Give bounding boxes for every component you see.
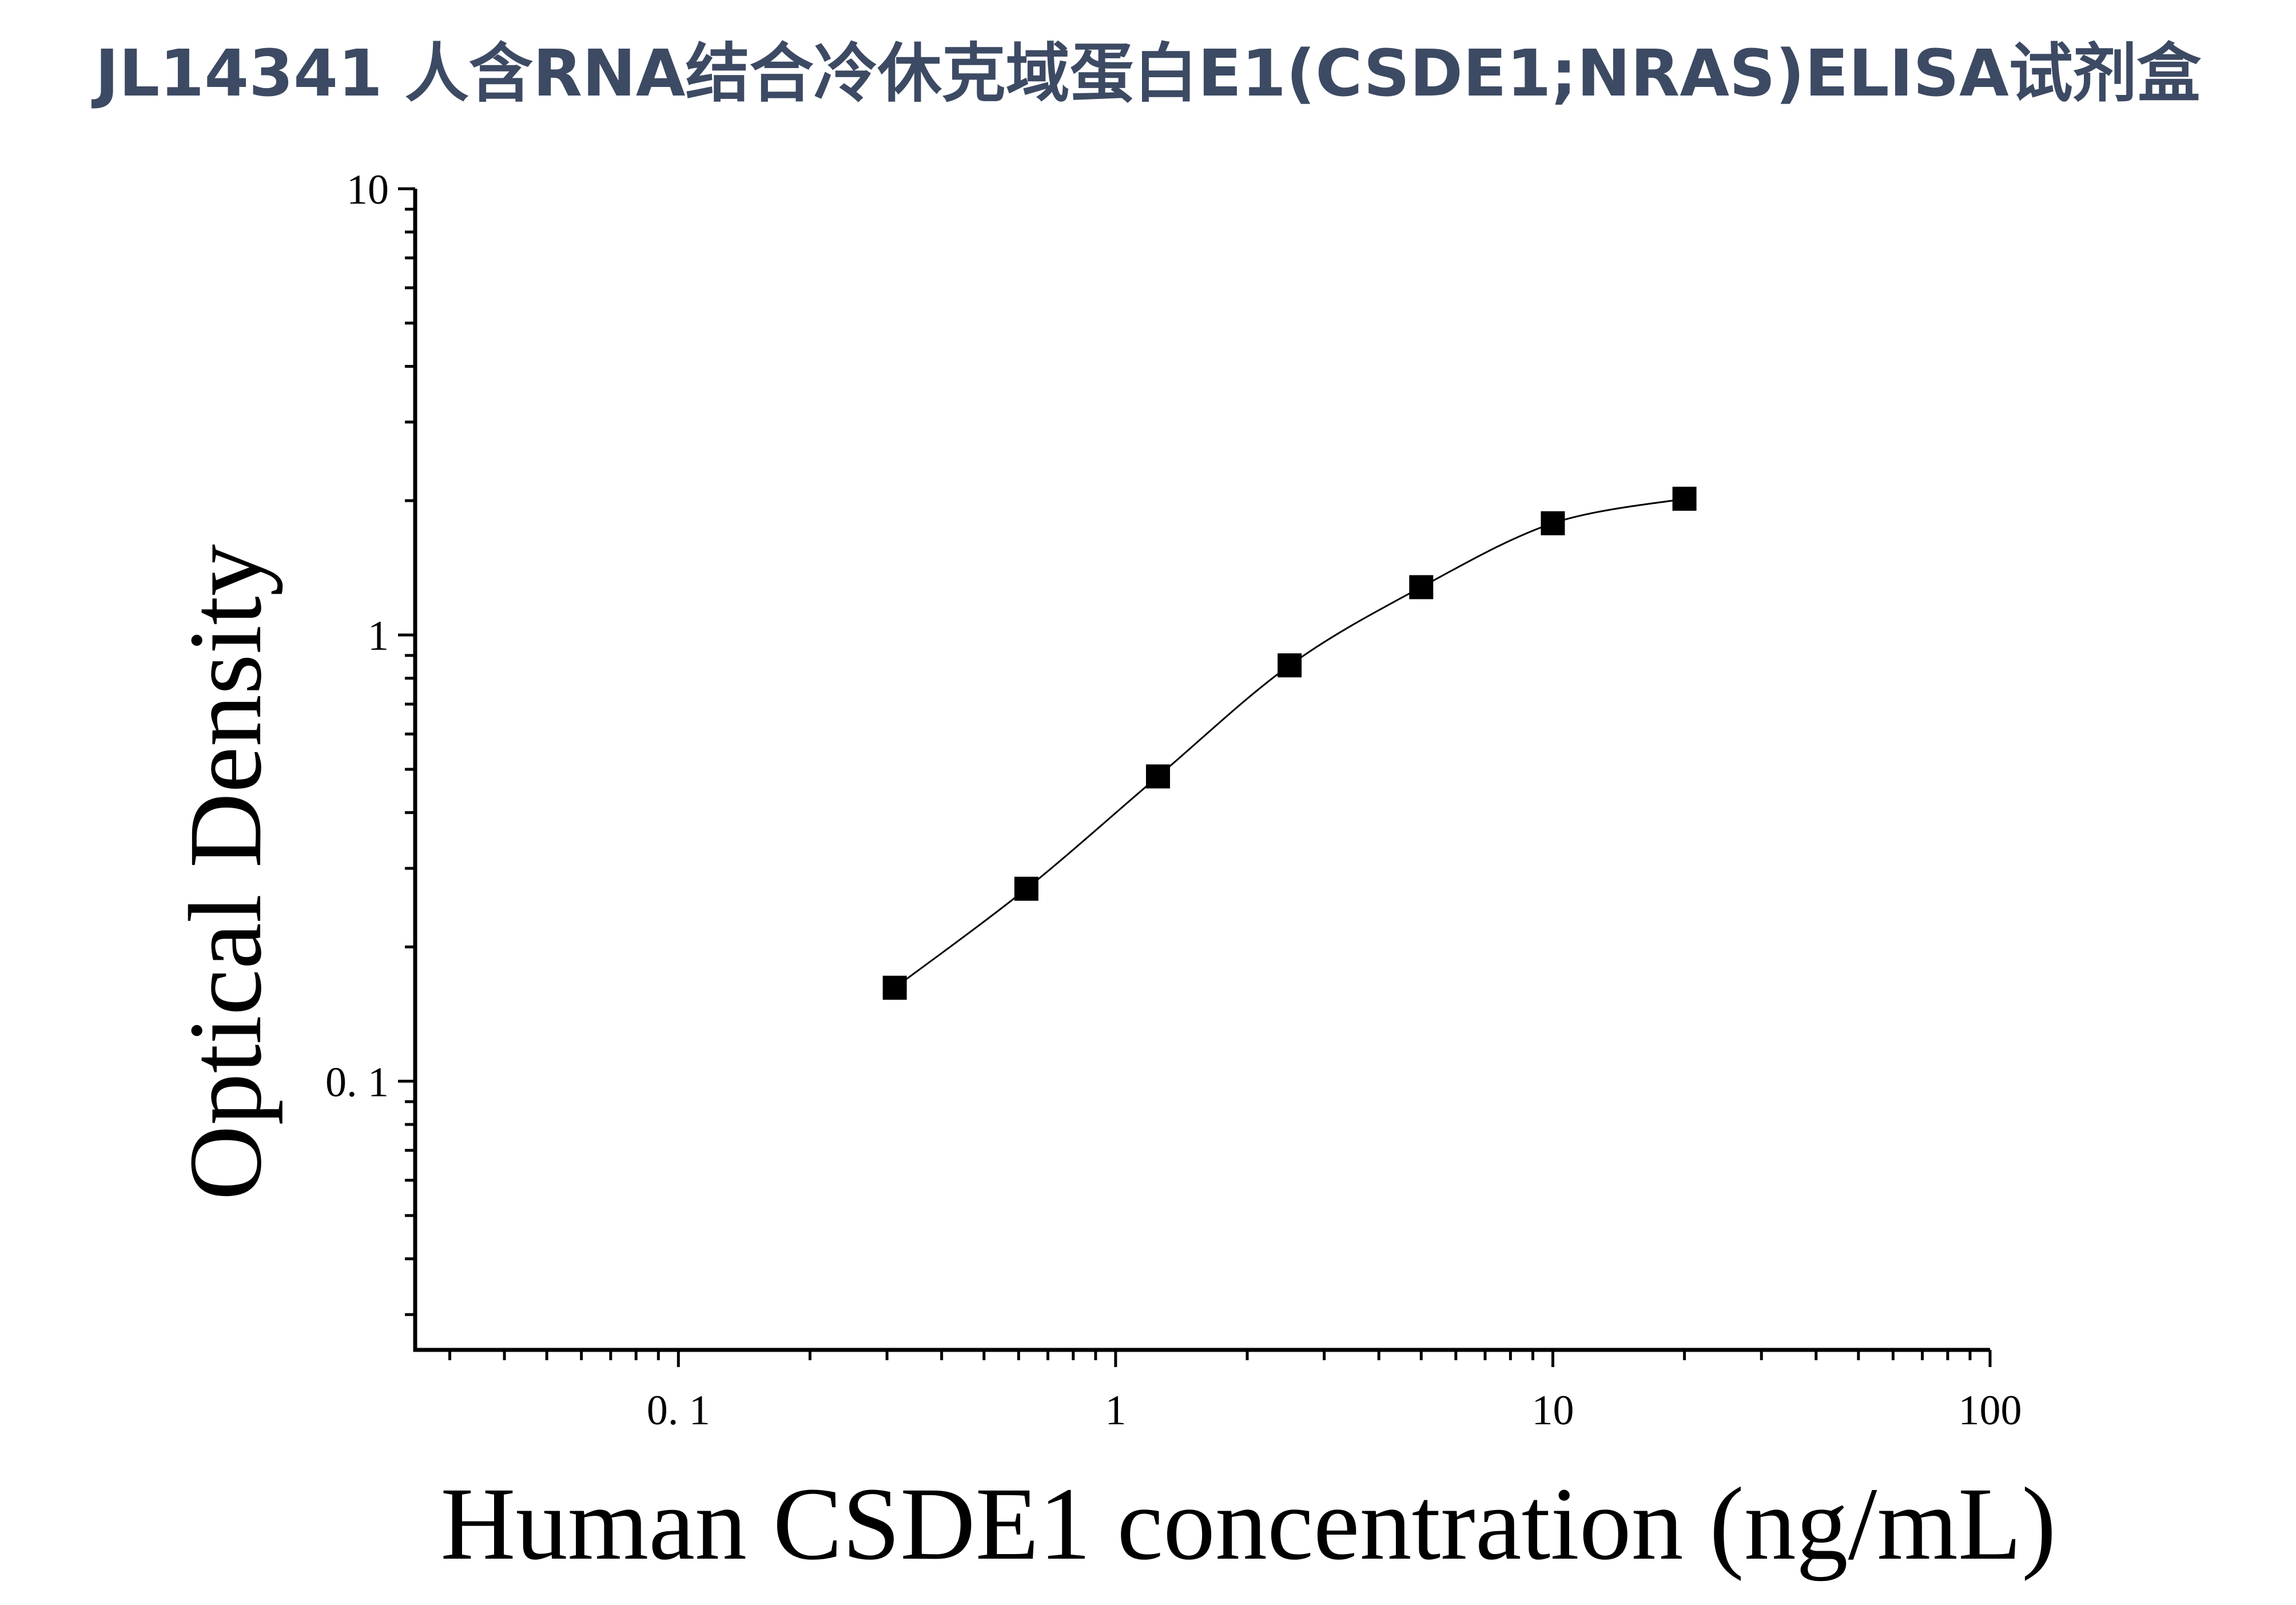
data-point	[1014, 876, 1038, 901]
x-tick-label: 100	[1959, 1387, 2022, 1434]
axis-labels: 0. 1 1 10 100 0. 1 1 10 Human CSDE1 concentrati…	[168, 166, 2056, 1582]
data-point	[1278, 653, 1302, 678]
data-point	[882, 975, 907, 1000]
data-points	[882, 486, 1697, 1000]
x-tick-label: 0. 1	[647, 1387, 710, 1434]
data-point	[1541, 511, 1565, 535]
data-point	[1672, 486, 1697, 511]
axes	[398, 187, 1992, 1367]
y-tick-label: 10	[347, 166, 389, 213]
fit-curve	[894, 498, 1685, 989]
y-axis-title: Optical Density	[168, 544, 283, 1200]
x-tick-label: 10	[1531, 1387, 1574, 1434]
y-tick-label: 1	[368, 613, 389, 660]
x-axis-title: Human CSDE1 concentration (ng/mL)	[440, 1467, 2056, 1582]
chart-title: JL14341 人含RNA结合冷休克域蛋白E1(CSDE1;NRAS)ELISA…	[95, 37, 2201, 111]
data-point	[1145, 764, 1170, 789]
x-tick-label: 1	[1105, 1387, 1126, 1434]
fit-curve-group	[894, 498, 1685, 989]
data-point	[1409, 575, 1434, 599]
y-tick-label: 0. 1	[325, 1059, 389, 1106]
